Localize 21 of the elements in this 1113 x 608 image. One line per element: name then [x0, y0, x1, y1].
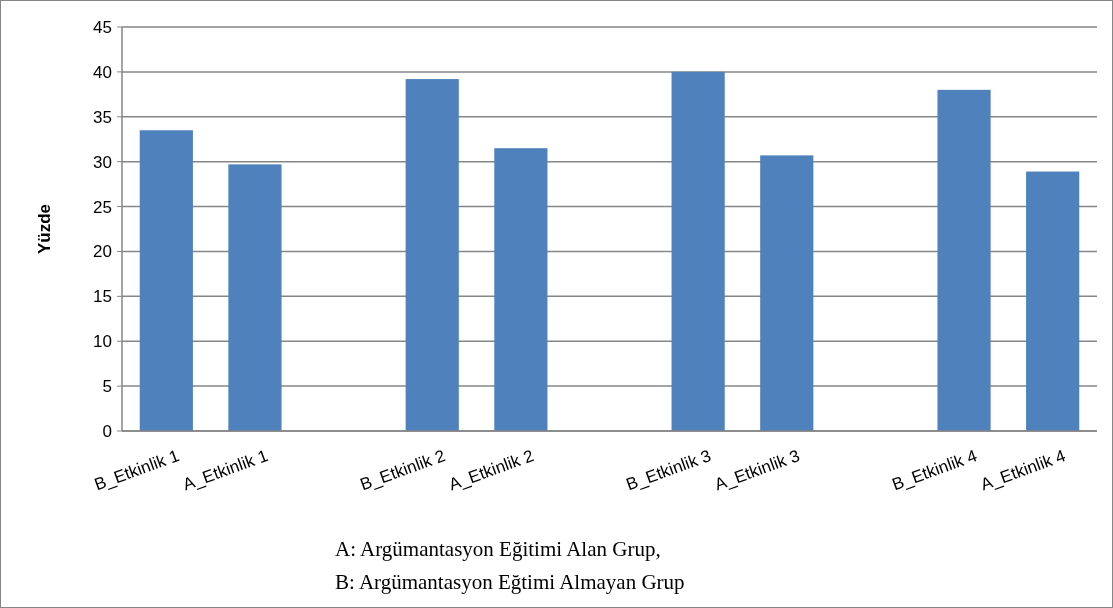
y-tick-label: 5 — [102, 377, 112, 397]
text: B: Argümantasyon Eğtimi Almayan Grup — [335, 570, 685, 594]
bar — [494, 148, 548, 431]
y-tick-label: 30 — [93, 152, 112, 172]
y-tick-label: 45 — [93, 17, 112, 37]
text: A: Argümantasyon Eğitimi Alan Grup, — [335, 537, 661, 561]
bar — [405, 79, 459, 431]
bar — [1026, 171, 1080, 431]
y-tick-label: 40 — [93, 62, 112, 82]
bar — [228, 164, 282, 431]
y-axis-title: Yüzde — [35, 203, 54, 255]
bar — [139, 130, 193, 431]
bar — [937, 89, 991, 431]
y-tick-label: 20 — [93, 242, 112, 262]
y-tick-label: 10 — [93, 332, 112, 352]
y-tick-label: 35 — [93, 107, 112, 127]
bar — [671, 71, 725, 431]
y-tick-label: 25 — [93, 197, 112, 217]
y-tick-label: 15 — [93, 287, 112, 307]
bar — [760, 155, 814, 431]
y-tick-label: 0 — [102, 421, 112, 441]
